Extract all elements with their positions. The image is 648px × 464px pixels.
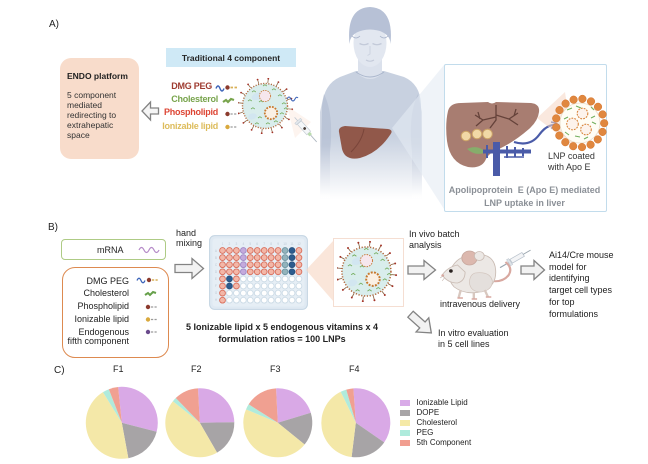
svg-text:2: 2 (229, 242, 231, 246)
svg-text:11: 11 (290, 242, 294, 246)
svg-text:3: 3 (236, 242, 238, 246)
svg-text:H: H (215, 298, 218, 302)
svg-text:12: 12 (297, 242, 301, 246)
svg-text:B: B (215, 256, 217, 260)
svg-text:D: D (215, 270, 218, 274)
svg-text:G: G (215, 291, 218, 295)
svg-text:8: 8 (270, 242, 272, 246)
svg-text:4: 4 (243, 242, 245, 246)
svg-text:7: 7 (263, 242, 265, 246)
svg-text:6: 6 (256, 242, 258, 246)
svg-text:E: E (215, 277, 217, 281)
svg-text:10: 10 (283, 242, 287, 246)
svg-text:A: A (215, 249, 218, 253)
svg-text:F: F (215, 284, 217, 288)
svg-text:1: 1 (222, 242, 224, 246)
svg-text:5: 5 (249, 242, 251, 246)
svg-text:9: 9 (277, 242, 279, 246)
svg-text:C: C (215, 263, 218, 267)
